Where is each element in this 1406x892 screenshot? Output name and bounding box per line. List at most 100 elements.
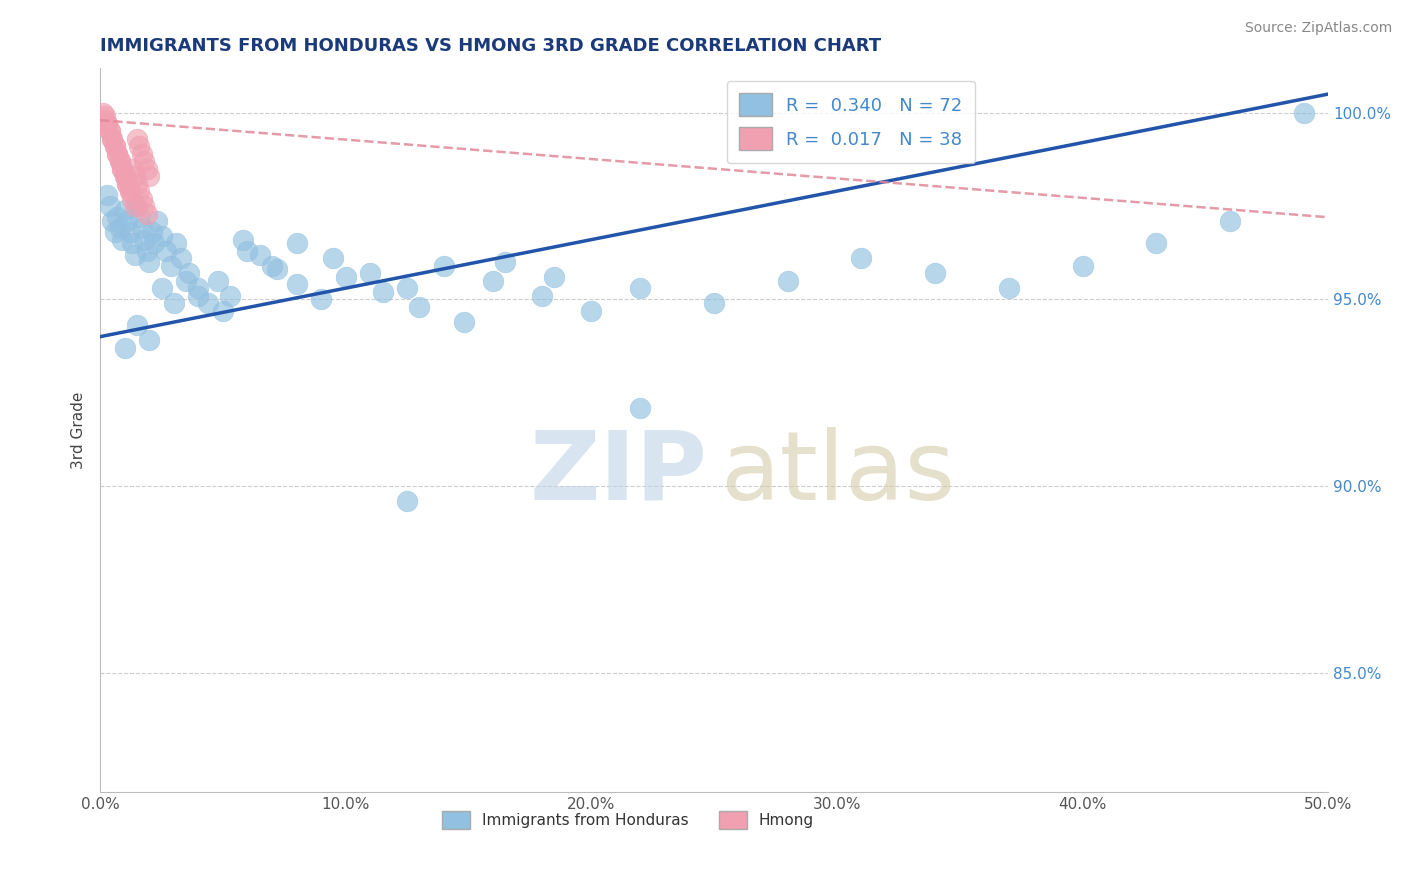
Point	[121, 161, 143, 176]
Point	[105, 211, 128, 225]
Point	[115, 214, 138, 228]
Point	[453, 315, 475, 329]
Point	[482, 274, 505, 288]
Point	[114, 202, 136, 217]
Point	[118, 225, 141, 239]
Point	[232, 233, 254, 247]
Point	[104, 225, 127, 239]
Point	[165, 236, 187, 251]
Point	[94, 110, 117, 124]
Point	[1292, 105, 1315, 120]
Point	[309, 293, 332, 307]
Point	[125, 318, 148, 333]
Point	[131, 221, 153, 235]
Point	[187, 288, 209, 302]
Point	[236, 244, 259, 258]
Point	[150, 281, 173, 295]
Point	[101, 132, 124, 146]
Text: atlas: atlas	[720, 427, 956, 520]
Point	[101, 132, 124, 146]
Point	[531, 288, 554, 302]
Point	[249, 247, 271, 261]
Point	[114, 169, 136, 184]
Point	[128, 139, 150, 153]
Point	[115, 177, 138, 191]
Point	[114, 341, 136, 355]
Point	[1144, 236, 1167, 251]
Point	[101, 214, 124, 228]
Point	[1071, 259, 1094, 273]
Y-axis label: 3rd Grade: 3rd Grade	[72, 392, 86, 468]
Point	[703, 296, 725, 310]
Point	[160, 259, 183, 273]
Point	[98, 124, 121, 138]
Point	[111, 233, 134, 247]
Point	[114, 169, 136, 184]
Point	[104, 139, 127, 153]
Point	[96, 117, 118, 131]
Point	[134, 199, 156, 213]
Point	[396, 281, 419, 295]
Point	[91, 105, 114, 120]
Point	[138, 255, 160, 269]
Point	[776, 274, 799, 288]
Point	[145, 214, 167, 228]
Point	[1219, 214, 1241, 228]
Point	[260, 259, 283, 273]
Point	[96, 187, 118, 202]
Point	[266, 262, 288, 277]
Point	[212, 303, 235, 318]
Point	[207, 274, 229, 288]
Point	[96, 117, 118, 131]
Point	[138, 169, 160, 184]
Point	[143, 236, 166, 251]
Point	[135, 206, 157, 220]
Point	[135, 161, 157, 176]
Point	[118, 184, 141, 198]
Text: IMMIGRANTS FROM HONDURAS VS HMONG 3RD GRADE CORRELATION CHART: IMMIGRANTS FROM HONDURAS VS HMONG 3RD GR…	[100, 37, 882, 55]
Point	[98, 199, 121, 213]
Point	[581, 303, 603, 318]
Point	[115, 177, 138, 191]
Point	[187, 281, 209, 295]
Point	[285, 277, 308, 292]
Point	[141, 225, 163, 239]
Point	[630, 401, 652, 415]
Point	[494, 255, 516, 269]
Legend: Immigrants from Honduras, Hmong: Immigrants from Honduras, Hmong	[436, 805, 820, 835]
Point	[998, 281, 1021, 295]
Point	[163, 296, 186, 310]
Point	[105, 146, 128, 161]
Point	[851, 252, 873, 266]
Point	[134, 154, 156, 169]
Point	[135, 244, 157, 258]
Point	[131, 146, 153, 161]
Point	[433, 259, 456, 273]
Point	[134, 233, 156, 247]
Point	[128, 211, 150, 225]
Point	[177, 266, 200, 280]
Point	[219, 288, 242, 302]
Point	[128, 184, 150, 198]
Text: ZIP: ZIP	[530, 427, 709, 520]
Point	[125, 132, 148, 146]
Point	[121, 192, 143, 206]
Point	[408, 300, 430, 314]
Point	[335, 269, 357, 284]
Point	[98, 124, 121, 138]
Point	[359, 266, 381, 280]
Point	[111, 161, 134, 176]
Point	[104, 139, 127, 153]
Point	[125, 199, 148, 213]
Point	[124, 199, 146, 213]
Point	[170, 252, 193, 266]
Point	[108, 154, 131, 169]
Point	[924, 266, 946, 280]
Point	[630, 281, 652, 295]
Point	[108, 154, 131, 169]
Point	[121, 236, 143, 251]
Point	[174, 274, 197, 288]
Point	[94, 113, 117, 128]
Point	[322, 252, 344, 266]
Point	[118, 184, 141, 198]
